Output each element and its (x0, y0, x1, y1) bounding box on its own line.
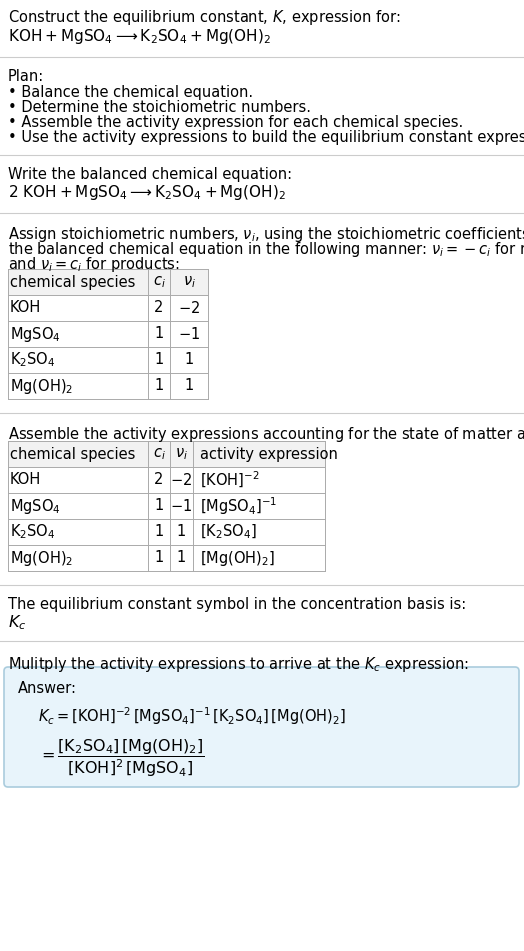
Text: 1: 1 (177, 525, 185, 539)
Text: 2: 2 (154, 301, 163, 316)
Text: $[\mathrm{KOH}]^{-2}$: $[\mathrm{KOH}]^{-2}$ (200, 470, 259, 490)
Text: $\mathrm{K_2SO_4}$: $\mathrm{K_2SO_4}$ (10, 523, 56, 541)
Text: KOH: KOH (10, 473, 41, 488)
Text: 1: 1 (177, 551, 185, 566)
Text: $K_c$: $K_c$ (8, 613, 26, 631)
Text: $K_c = [\mathrm{KOH}]^{-2}\,[\mathrm{MgSO_4}]^{-1}\,[\mathrm{K_2SO_4}]\,[\mathrm: $K_c = [\mathrm{KOH}]^{-2}\,[\mathrm{MgS… (38, 705, 346, 727)
Text: and $\nu_i = c_i$ for products:: and $\nu_i = c_i$ for products: (8, 255, 180, 274)
Text: $[\mathrm{K_2SO_4}]$: $[\mathrm{K_2SO_4}]$ (200, 523, 257, 541)
Text: $\mathrm{KOH + MgSO_4 \longrightarrow K_2SO_4 + Mg(OH)_2}$: $\mathrm{KOH + MgSO_4 \longrightarrow K_… (8, 27, 271, 46)
Text: $= \dfrac{[\mathrm{K_2SO_4}]\,[\mathrm{Mg(OH)_2}]}{[\mathrm{KOH}]^2\,[\mathrm{Mg: $= \dfrac{[\mathrm{K_2SO_4}]\,[\mathrm{M… (38, 737, 205, 779)
Text: Answer:: Answer: (18, 681, 77, 696)
Text: • Assemble the activity expression for each chemical species.: • Assemble the activity expression for e… (8, 115, 463, 130)
Text: $\mathrm{Mg(OH)_2}$: $\mathrm{Mg(OH)_2}$ (10, 377, 73, 396)
Text: • Balance the chemical equation.: • Balance the chemical equation. (8, 85, 253, 100)
Text: $[\mathrm{Mg(OH)_2}]$: $[\mathrm{Mg(OH)_2}]$ (200, 549, 275, 568)
Text: 2: 2 (154, 473, 163, 488)
Text: $-2$: $-2$ (178, 300, 200, 316)
Text: • Determine the stoichiometric numbers.: • Determine the stoichiometric numbers. (8, 100, 311, 115)
Text: $\nu_i$: $\nu_i$ (174, 446, 188, 462)
FancyBboxPatch shape (8, 269, 208, 295)
Text: The equilibrium constant symbol in the concentration basis is:: The equilibrium constant symbol in the c… (8, 597, 466, 612)
Text: $-2$: $-2$ (170, 472, 192, 488)
Text: the balanced chemical equation in the following manner: $\nu_i = -c_i$ for react: the balanced chemical equation in the fo… (8, 240, 524, 259)
Text: $c_i$: $c_i$ (152, 274, 166, 290)
Text: $\mathrm{K_2SO_4}$: $\mathrm{K_2SO_4}$ (10, 351, 56, 369)
Text: chemical species: chemical species (10, 275, 135, 289)
Text: 1: 1 (155, 525, 163, 539)
Text: 1: 1 (155, 378, 163, 394)
Text: Construct the equilibrium constant, $K$, expression for:: Construct the equilibrium constant, $K$,… (8, 8, 401, 27)
Text: 1: 1 (155, 326, 163, 341)
Text: $\mathrm{MgSO_4}$: $\mathrm{MgSO_4}$ (10, 324, 61, 343)
Text: chemical species: chemical species (10, 447, 135, 461)
FancyBboxPatch shape (4, 667, 519, 787)
Text: $-1$: $-1$ (170, 498, 192, 514)
Text: activity expression: activity expression (200, 447, 338, 461)
Text: Assemble the activity expressions accounting for the state of matter and $\nu_i$: Assemble the activity expressions accoun… (8, 425, 524, 444)
Text: $\mathrm{2\ KOH + MgSO_4 \longrightarrow K_2SO_4 + Mg(OH)_2}$: $\mathrm{2\ KOH + MgSO_4 \longrightarrow… (8, 183, 286, 202)
Text: 1: 1 (155, 353, 163, 367)
Text: $\mathrm{MgSO_4}$: $\mathrm{MgSO_4}$ (10, 496, 61, 515)
Text: KOH: KOH (10, 301, 41, 316)
FancyBboxPatch shape (8, 441, 325, 467)
Text: Assign stoichiometric numbers, $\nu_i$, using the stoichiometric coefficients, $: Assign stoichiometric numbers, $\nu_i$, … (8, 225, 524, 244)
Text: $-1$: $-1$ (178, 326, 200, 342)
Text: 1: 1 (155, 551, 163, 566)
Text: 1: 1 (155, 498, 163, 514)
Text: 1: 1 (184, 353, 194, 367)
Text: $[\mathrm{MgSO_4}]^{-1}$: $[\mathrm{MgSO_4}]^{-1}$ (200, 495, 278, 516)
Text: • Use the activity expressions to build the equilibrium constant expression.: • Use the activity expressions to build … (8, 130, 524, 145)
Text: Mulitply the activity expressions to arrive at the $K_c$ expression:: Mulitply the activity expressions to arr… (8, 655, 469, 674)
Text: $\nu_i$: $\nu_i$ (182, 274, 195, 290)
Text: Plan:: Plan: (8, 69, 44, 84)
Text: Write the balanced chemical equation:: Write the balanced chemical equation: (8, 167, 292, 182)
Text: $\mathrm{Mg(OH)_2}$: $\mathrm{Mg(OH)_2}$ (10, 549, 73, 568)
Text: 1: 1 (184, 378, 194, 394)
Text: $c_i$: $c_i$ (152, 446, 166, 462)
